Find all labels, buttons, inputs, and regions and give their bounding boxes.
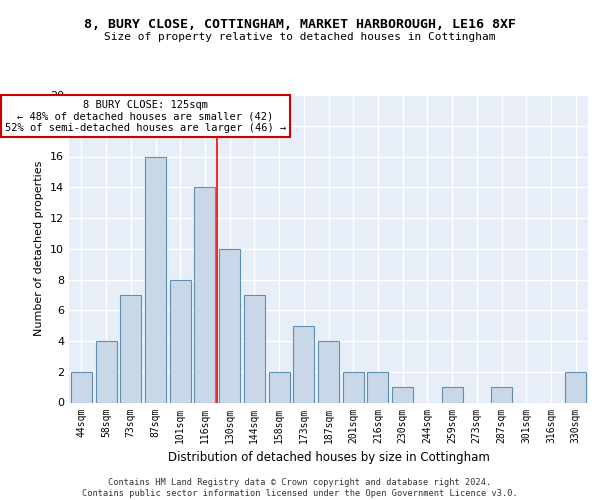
Bar	[120, 295, 141, 403]
Bar	[194, 187, 215, 402]
Text: 8 BURY CLOSE: 125sqm
← 48% of detached houses are smaller (42)
52% of semi-detac: 8 BURY CLOSE: 125sqm ← 48% of detached h…	[5, 100, 286, 133]
Bar	[170, 280, 191, 402]
Bar	[318, 341, 339, 402]
Bar	[269, 372, 290, 402]
Text: Contains HM Land Registry data © Crown copyright and database right 2024.
Contai: Contains HM Land Registry data © Crown c…	[82, 478, 518, 498]
X-axis label: Distribution of detached houses by size in Cottingham: Distribution of detached houses by size …	[167, 451, 490, 464]
Bar	[343, 372, 364, 402]
Y-axis label: Number of detached properties: Number of detached properties	[34, 161, 44, 336]
Bar	[392, 387, 413, 402]
Bar	[71, 372, 92, 402]
Bar	[491, 387, 512, 402]
Bar	[293, 326, 314, 402]
Text: Size of property relative to detached houses in Cottingham: Size of property relative to detached ho…	[104, 32, 496, 42]
Bar	[145, 156, 166, 402]
Bar	[367, 372, 388, 402]
Bar	[244, 295, 265, 403]
Bar	[442, 387, 463, 402]
Bar	[565, 372, 586, 402]
Bar	[95, 341, 116, 402]
Text: 8, BURY CLOSE, COTTINGHAM, MARKET HARBOROUGH, LE16 8XF: 8, BURY CLOSE, COTTINGHAM, MARKET HARBOR…	[84, 18, 516, 30]
Bar	[219, 248, 240, 402]
